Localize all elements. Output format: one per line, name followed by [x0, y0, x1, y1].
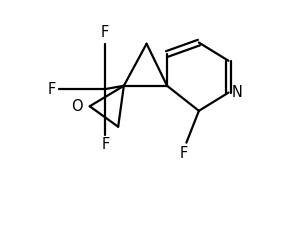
Text: F: F: [101, 137, 110, 152]
Text: F: F: [100, 25, 109, 40]
Text: F: F: [180, 146, 188, 161]
Text: F: F: [47, 82, 56, 97]
Text: N: N: [232, 85, 243, 100]
Text: O: O: [71, 99, 83, 114]
